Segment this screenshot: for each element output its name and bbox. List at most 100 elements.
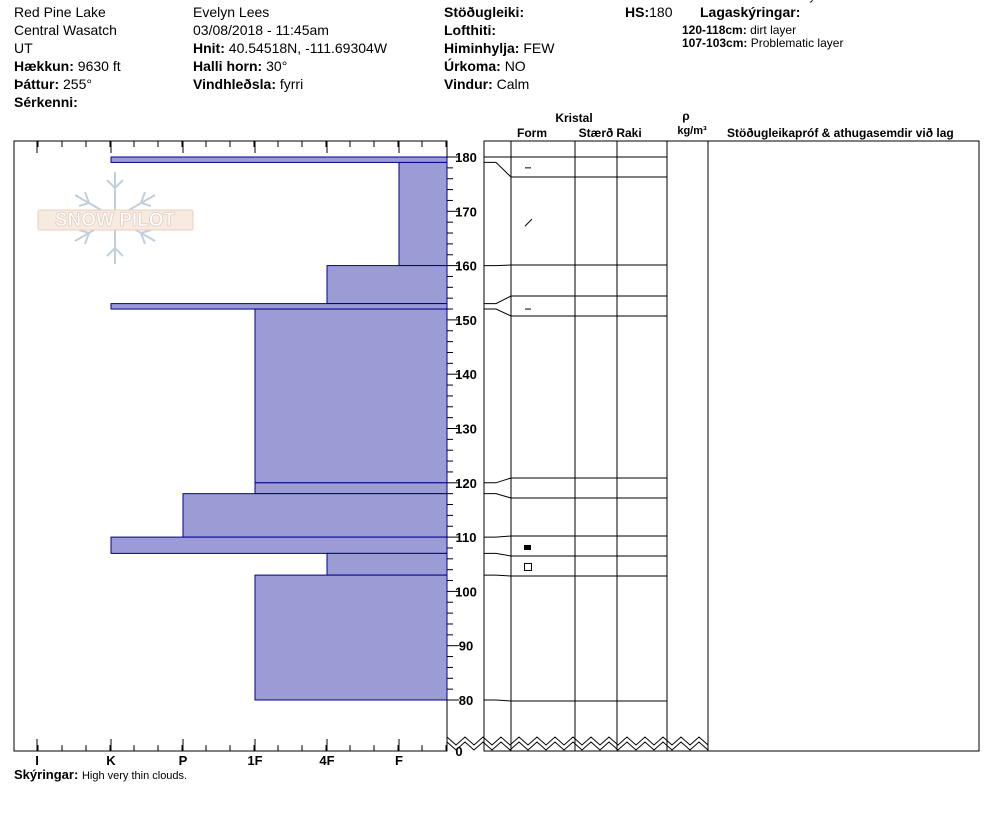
hardness-bar: [254, 482, 448, 495]
depth-tick-label: 150: [455, 313, 477, 328]
legend-desc: Problematic layer: [750, 36, 844, 50]
sky-row: Himinhylja: FEW: [444, 39, 554, 57]
hardness-tick-label: I: [35, 753, 39, 768]
hardness-tick-label: P: [179, 753, 188, 768]
slope-value: 30°: [266, 58, 288, 74]
rho-header: ρ: [682, 109, 689, 123]
hardness-tick-label: F: [395, 753, 403, 768]
hardness-bar: [110, 536, 448, 554]
depth-tick-label: 180: [455, 150, 477, 165]
notes-label: Skýringar:: [14, 767, 79, 782]
depth-tick-label: 160: [455, 259, 477, 274]
depth-tick-label: 100: [455, 584, 477, 599]
wind-label: Vindur:: [444, 76, 493, 92]
location-name: Red Pine Lake: [14, 4, 106, 20]
aspect-row: Þáttur: 255°: [14, 75, 121, 93]
depth-tick-label: 130: [455, 422, 477, 437]
precip-value: NO: [504, 58, 526, 74]
elevation-value: 9630 ft: [77, 58, 121, 74]
axis-break-lower: [446, 741, 709, 751]
depth-tick-label: 110: [456, 530, 477, 545]
depth-tick-label: 170: [455, 204, 477, 219]
stability-label: Stöðugleiki:: [444, 4, 525, 20]
wind-loading-label: Vindhleðsla:: [193, 76, 276, 92]
wind-loading-value: fyrri: [279, 76, 304, 92]
legend-range: 120-118cm:: [682, 23, 747, 37]
legend-item: 120-118cm: dirt layer: [682, 24, 796, 37]
aspect-label: Þáttur:: [14, 76, 60, 92]
comments-panel-frame: [707, 140, 980, 752]
moisture-header: Raki: [616, 126, 641, 140]
layer-connector: [484, 535, 512, 538]
comment-desc: dirt layer: [777, 0, 826, 3]
elevation-label: Hækkun:: [14, 58, 74, 74]
hardness-bar: [182, 493, 448, 538]
legend-range: 107-103cm:: [682, 36, 748, 50]
layer-connector: [484, 161, 512, 178]
airtemp-label: Lofthiti:: [444, 22, 497, 38]
wind-value: Calm: [496, 76, 530, 92]
header-col3: Stöðugleiki: Lofthiti: Himinhylja: FEW Ú…: [444, 3, 554, 93]
wind-row: Vindur: Calm: [444, 75, 554, 93]
coords-value: 40.54518N, -111.69304W: [228, 40, 388, 56]
coords-label: Hnit:: [193, 40, 225, 56]
grain-symbol-slash: [524, 218, 533, 227]
special-label: Sérkenni:: [14, 94, 78, 110]
layer-connector: [484, 477, 512, 484]
wind-loading-row: Vindhleðsla: fyrri: [193, 75, 387, 93]
depth-tick-label: 90: [459, 639, 473, 654]
hardness-bar: [110, 303, 448, 310]
hardness-bar: [326, 552, 448, 576]
hardness-bar: [110, 156, 448, 163]
elevation-row: Hækkun: 9630 ft: [14, 57, 121, 75]
snowpilot-logo-text: SNOW PILOT: [55, 210, 176, 231]
airtemp-row: Lofthiti:: [444, 21, 554, 39]
hardness-tick-label: 4F: [319, 753, 334, 768]
depth-tick-label: 0: [455, 744, 462, 759]
header-col1: Red Pine Lake Central Wasatch UT Hækkun:…: [14, 3, 121, 111]
header-col2: Evelyn Lees 03/08/2018 - 11:45am Hnit: 4…: [193, 3, 387, 93]
observation-datetime: 03/08/2018 - 11:45am: [193, 22, 329, 38]
slope-row: Halli horn: 30°: [193, 57, 387, 75]
sky-label: Himinhylja:: [444, 40, 520, 56]
depth-tick-label: 120: [455, 476, 477, 491]
layer-connector: [484, 574, 512, 577]
hs-label: HS:: [625, 4, 650, 20]
stability-row: Stöðugleiki:: [444, 3, 554, 21]
hardness-tick-label: 1F: [247, 753, 262, 768]
comments-header: Stöðugleikapróf & athugasemdir við lag: [727, 126, 954, 140]
legend-desc: dirt layer: [750, 23, 797, 37]
depth-tick-label: 80: [459, 693, 473, 708]
precip-row: Úrkoma: NO: [444, 57, 554, 75]
hardness-tick-label: K: [106, 753, 116, 768]
comment-entries: 120-118cm: dirt layer: [712, 0, 826, 3]
observer-name: Evelyn Lees: [193, 4, 270, 20]
hardness-bar: [254, 574, 448, 701]
hardness-bar: [254, 308, 448, 484]
hardness-bar: [398, 161, 448, 267]
aspect-value: 255°: [63, 76, 92, 92]
layer-connector: [484, 552, 512, 557]
hardness-axis-ticks: I K P 1F 4F F: [13, 141, 447, 768]
mountain-range: Central Wasatch: [14, 22, 117, 38]
legend-title: Lagaskýringar:: [700, 4, 801, 20]
layer-connector: [484, 308, 512, 317]
hardness-bars: [110, 156, 448, 701]
comment-entry: 120-118cm: dirt layer: [712, 0, 826, 3]
density-unit-header: kg/m³: [677, 125, 707, 137]
layer-connector: [484, 264, 512, 267]
depth-axis: 80 90 100 110 120 130 140 150 160 170 180 0: [446, 141, 709, 759]
coords-row: Hnit: 40.54518N, -111.69304W: [193, 39, 387, 57]
sky-value: FEW: [523, 40, 555, 56]
special-row: Sérkenni:: [14, 93, 121, 111]
layer-connector: [484, 493, 512, 499]
crystal-header: Kristal: [555, 111, 592, 125]
depth-tick-label: 140: [455, 367, 477, 382]
layer-table: [483, 140, 709, 752]
layer-connector: [484, 699, 512, 702]
snowpilot-logo: SNOW PILOT: [37, 172, 194, 264]
comment-range: 120-118cm:: [712, 0, 777, 3]
precip-label: Úrkoma:: [444, 58, 501, 74]
state: UT: [14, 40, 33, 56]
